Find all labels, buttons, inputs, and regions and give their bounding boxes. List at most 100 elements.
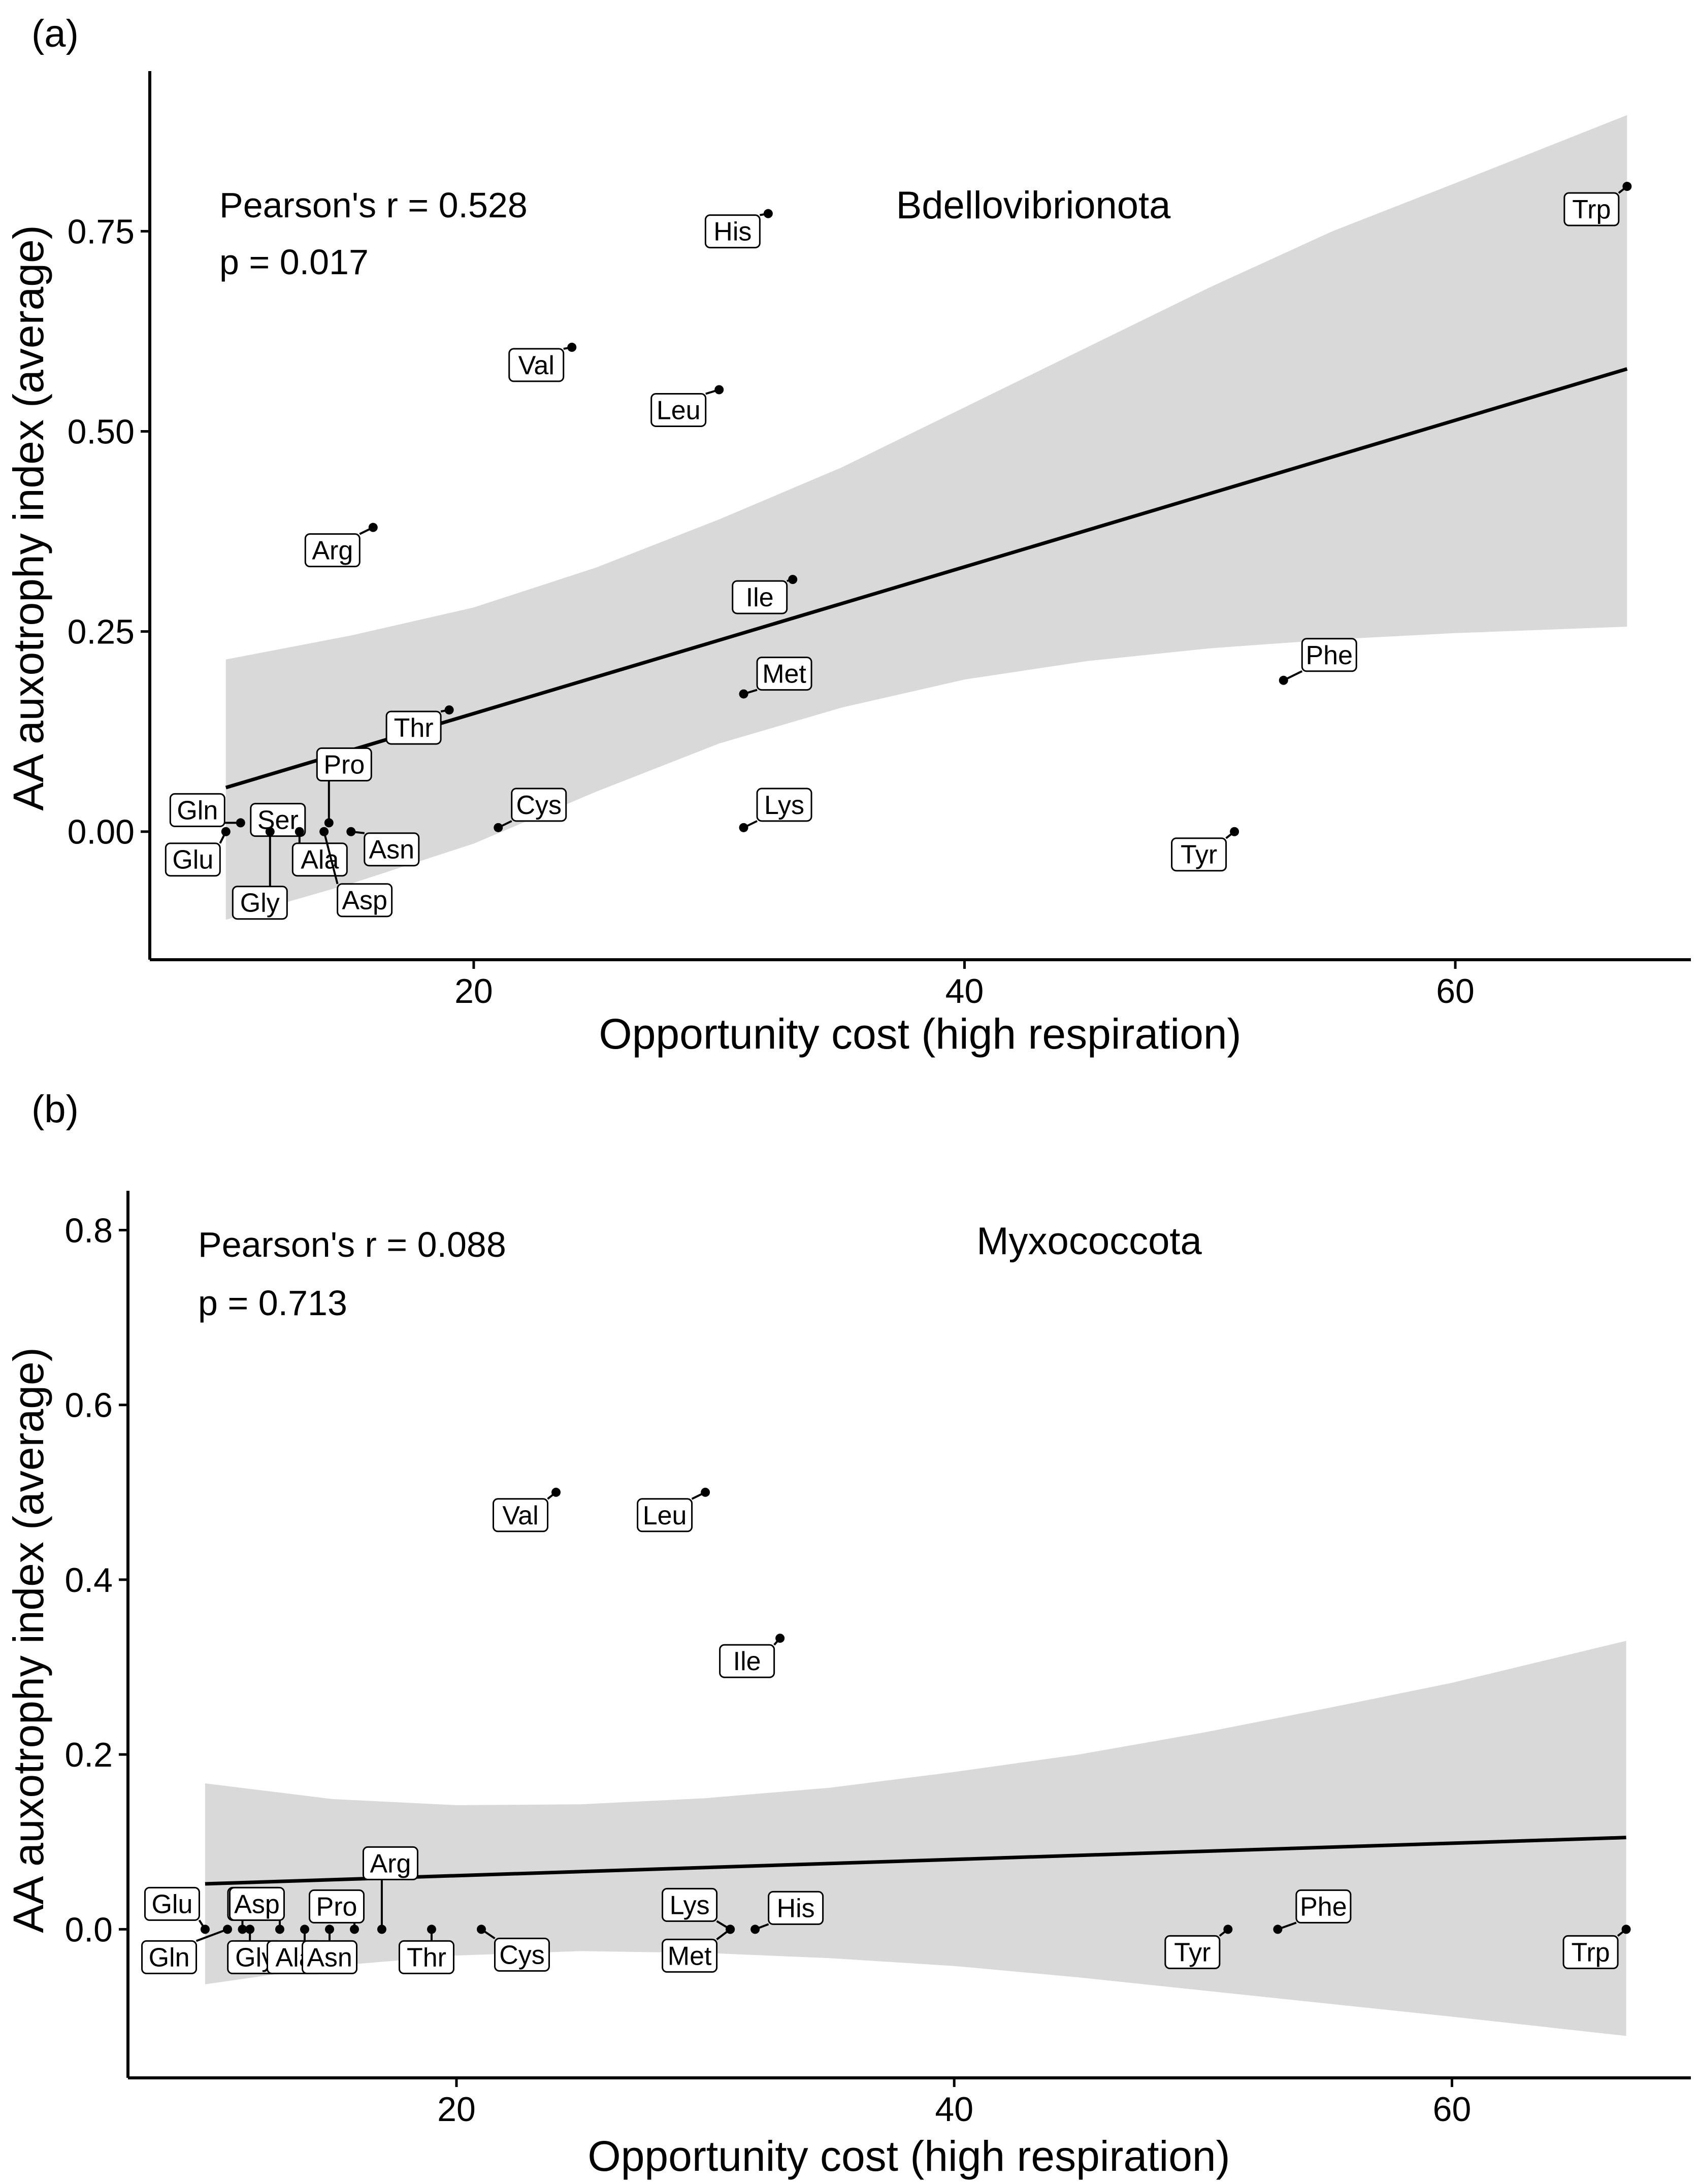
point-label: Ile xyxy=(746,583,774,612)
point-label-box xyxy=(250,803,306,837)
point-label: Gly xyxy=(240,889,280,918)
point-label-box xyxy=(385,710,442,745)
point-label-box xyxy=(768,1890,824,1925)
data-point xyxy=(300,1925,309,1934)
data-point xyxy=(427,1925,436,1934)
data-point xyxy=(567,342,577,352)
y-axis-title: AA auxotrophy index (average) xyxy=(5,1347,52,1933)
point-label: Met xyxy=(668,1941,712,1971)
label-leader-line xyxy=(323,831,339,885)
point-label-box xyxy=(650,393,707,427)
y-tick-label: 0.2 xyxy=(64,1736,113,1774)
data-point xyxy=(714,385,724,395)
point-label: Tyr xyxy=(1174,1938,1211,1967)
data-point xyxy=(1621,1925,1631,1934)
point-label-box xyxy=(302,1940,358,1974)
point-label: Phe xyxy=(1300,1892,1347,1921)
point-label-box xyxy=(141,1940,198,1974)
data-point xyxy=(346,827,356,836)
point-label-box xyxy=(662,1887,718,1922)
data-point xyxy=(763,209,773,218)
y-tick-label: 0.6 xyxy=(64,1386,113,1425)
confidence-band xyxy=(225,115,1627,920)
point-label: Gln xyxy=(149,1943,190,1972)
point-label: Thr xyxy=(394,713,434,743)
point-label: Asp xyxy=(342,886,387,916)
point-label: Tyr xyxy=(1181,840,1217,870)
point-label-box xyxy=(1301,638,1357,672)
point-label-box xyxy=(732,580,788,614)
data-point xyxy=(319,827,329,836)
y-tick-label: 0.25 xyxy=(68,613,135,651)
data-point xyxy=(1279,675,1288,685)
y-tick-label: 0.75 xyxy=(68,212,135,251)
regression-line xyxy=(225,367,1628,790)
data-point xyxy=(494,823,503,832)
label-leader-line xyxy=(195,1928,228,1942)
point-label: Cys xyxy=(499,1940,545,1970)
point-label: His xyxy=(777,1894,815,1923)
point-label-box xyxy=(719,1644,775,1678)
point-label: Asp xyxy=(234,1889,280,1919)
x-axis-title: Opportunity cost (high respiration) xyxy=(587,2132,1230,2180)
group-name: Bdellovibrionota xyxy=(896,184,1171,227)
point-label-box xyxy=(1171,837,1227,872)
data-point xyxy=(200,1925,210,1934)
point-label-box xyxy=(756,657,812,691)
point-label: Ile xyxy=(733,1647,761,1676)
data-point xyxy=(739,689,748,699)
regression-line xyxy=(205,1836,1626,1886)
point-label-box xyxy=(337,883,393,918)
point-label-box xyxy=(662,1938,718,1973)
point-label-box xyxy=(508,348,565,382)
point-label: His xyxy=(713,217,752,247)
data-point xyxy=(223,1925,233,1934)
pearson-r-annotation: Pearson's r = 0.088 xyxy=(198,1225,506,1264)
data-point xyxy=(295,827,304,836)
point-label: Asn xyxy=(369,835,414,865)
point-label-box xyxy=(1164,1935,1221,1969)
x-tick-label: 40 xyxy=(935,2090,973,2129)
confidence-band xyxy=(205,1641,1626,2036)
point-label: Glu xyxy=(151,1889,192,1919)
data-point xyxy=(551,1487,561,1497)
data-point xyxy=(788,575,798,584)
data-point xyxy=(221,827,231,836)
point-label-box xyxy=(232,886,288,920)
data-point xyxy=(265,827,275,836)
p-value-annotation: p = 0.017 xyxy=(219,242,369,282)
data-point xyxy=(775,1634,785,1643)
point-label-box xyxy=(494,1937,550,1972)
x-tick-label: 40 xyxy=(945,972,984,1010)
point-label: Lys xyxy=(764,791,804,820)
point-label-box xyxy=(362,1846,418,1880)
data-point xyxy=(476,1925,486,1934)
x-tick-label: 60 xyxy=(1436,972,1475,1010)
y-tick-label: 0.00 xyxy=(68,813,135,852)
point-label: Asn xyxy=(307,1943,352,1972)
point-label: Trp xyxy=(1572,195,1611,224)
data-point xyxy=(1622,182,1632,191)
point-label: Val xyxy=(502,1501,538,1530)
pearson-r-annotation: Pearson's r = 0.528 xyxy=(219,185,528,225)
point-label-box xyxy=(364,832,420,867)
data-point xyxy=(726,1925,735,1934)
point-label: Thr xyxy=(407,1943,446,1972)
point-label-box xyxy=(511,788,567,822)
point-label-box xyxy=(756,788,812,822)
point-label-box xyxy=(398,1940,454,1974)
data-point xyxy=(377,1925,386,1934)
data-point xyxy=(350,1925,360,1934)
point-label-box xyxy=(704,214,761,249)
point-label-box xyxy=(316,747,372,781)
point-label: Pro xyxy=(323,750,365,779)
data-point xyxy=(701,1487,710,1497)
group-name: Myxococcota xyxy=(976,1220,1202,1263)
point-label-box xyxy=(304,533,361,568)
x-tick-label: 20 xyxy=(454,972,493,1010)
point-label: Trp xyxy=(1572,1938,1610,1967)
data-point xyxy=(236,818,245,828)
point-label: Leu xyxy=(643,1501,687,1530)
point-label-box xyxy=(1295,1889,1352,1924)
